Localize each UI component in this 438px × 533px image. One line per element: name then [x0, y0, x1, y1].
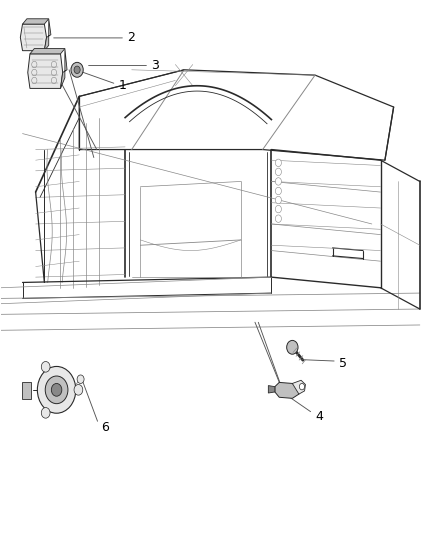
Polygon shape [292, 380, 305, 394]
Circle shape [37, 367, 76, 413]
Polygon shape [22, 19, 49, 24]
Circle shape [41, 408, 50, 418]
Circle shape [77, 375, 84, 383]
Circle shape [71, 62, 83, 77]
Circle shape [276, 159, 282, 166]
Circle shape [41, 361, 50, 372]
Circle shape [32, 77, 37, 84]
Polygon shape [268, 385, 275, 393]
Text: 3: 3 [151, 59, 159, 72]
Circle shape [51, 383, 62, 396]
Text: 6: 6 [101, 421, 109, 433]
Circle shape [276, 205, 282, 213]
Polygon shape [20, 24, 46, 51]
Polygon shape [44, 19, 51, 51]
Polygon shape [28, 54, 63, 88]
Circle shape [276, 177, 282, 185]
Circle shape [32, 61, 37, 68]
Circle shape [74, 384, 83, 395]
Polygon shape [60, 49, 67, 88]
Circle shape [287, 341, 298, 354]
Circle shape [51, 61, 57, 68]
Circle shape [74, 66, 80, 74]
Text: 1: 1 [119, 79, 127, 92]
Circle shape [299, 383, 304, 390]
Circle shape [276, 215, 282, 222]
Text: 5: 5 [339, 357, 347, 370]
Circle shape [276, 168, 282, 175]
Circle shape [276, 187, 282, 195]
Text: 4: 4 [315, 410, 323, 423]
Circle shape [45, 376, 68, 403]
Polygon shape [21, 382, 31, 399]
Circle shape [51, 77, 57, 84]
Text: 2: 2 [127, 31, 135, 44]
Circle shape [51, 69, 57, 76]
Circle shape [276, 196, 282, 204]
Circle shape [32, 69, 37, 76]
Polygon shape [275, 382, 299, 398]
Polygon shape [30, 49, 65, 54]
